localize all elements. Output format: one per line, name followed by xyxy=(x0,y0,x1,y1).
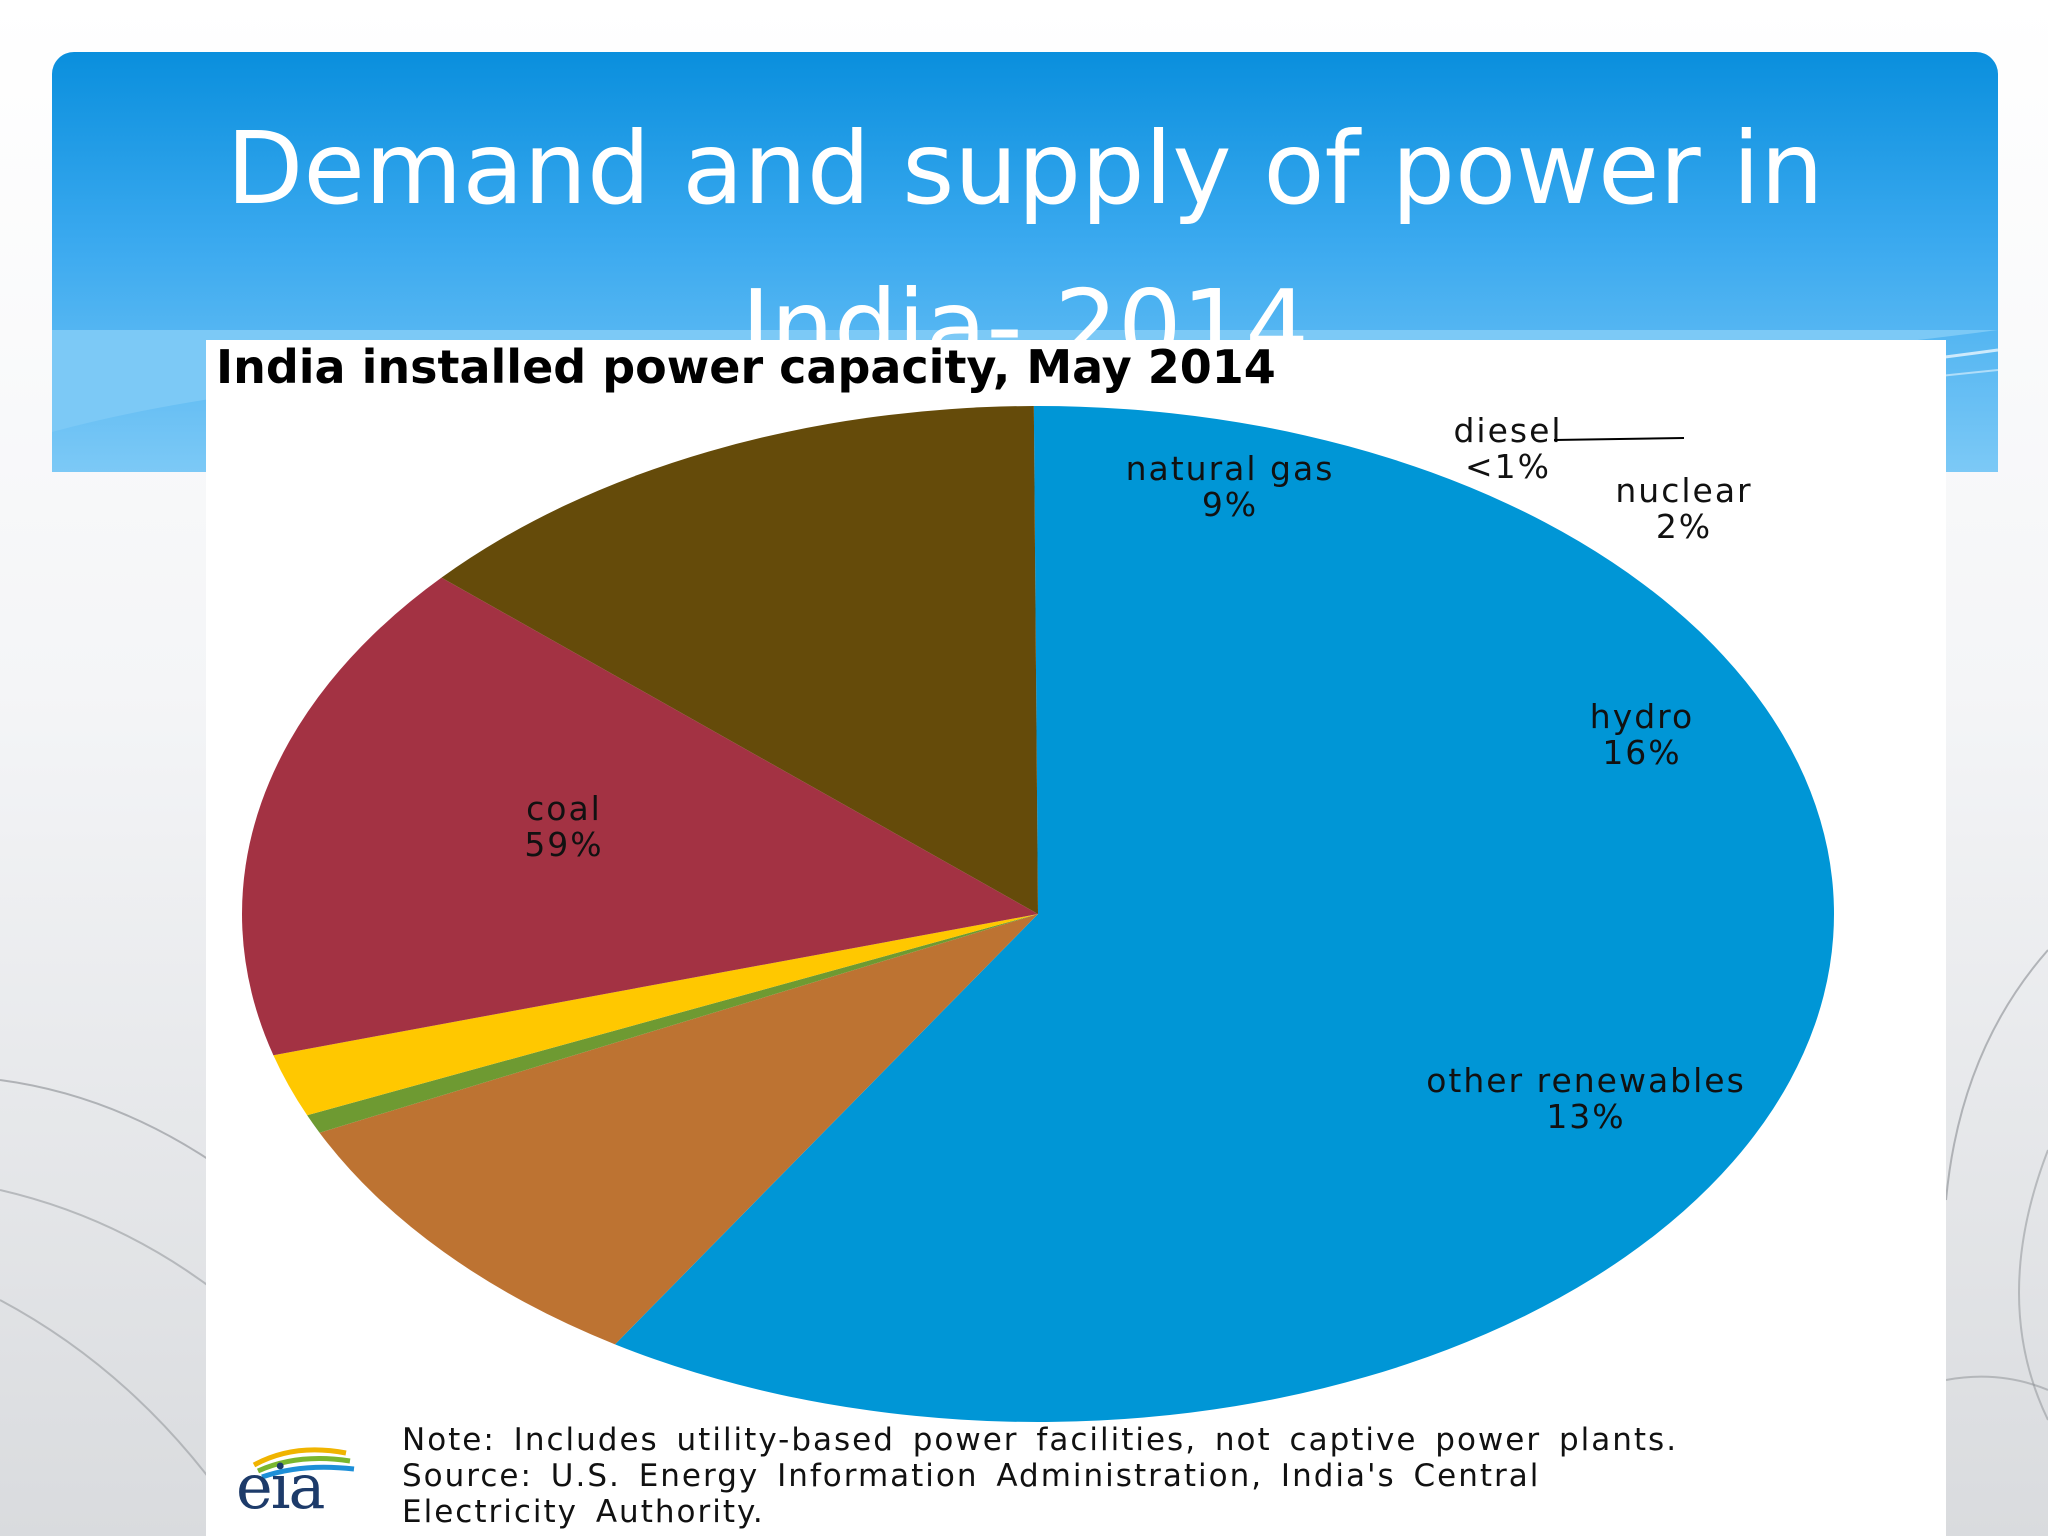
slice-label-value: 59% xyxy=(524,825,603,864)
slice-label-value: 16% xyxy=(1602,733,1681,772)
chart-note: Note: Includes utility-based power facil… xyxy=(402,1422,1942,1530)
slice-label-name: coal xyxy=(526,789,602,828)
chart-note-line: Note: Includes utility-based power facil… xyxy=(402,1422,1679,1458)
pie-slice-hydro xyxy=(241,577,1038,1056)
pie-slice-nuclear xyxy=(273,914,1038,1116)
slice-label-name: hydro xyxy=(1590,697,1694,736)
eia-logo-icon xyxy=(252,1447,355,1480)
pie-slice-coal xyxy=(615,406,1835,1423)
chart-title: India installed power capacity, May 2014 xyxy=(216,340,1276,394)
chart-panel: coal 59% natural gas 9% diesel <1% nuclear 2% hy… xyxy=(206,340,1946,1536)
pie-slice-diesel xyxy=(307,914,1038,1133)
slice-label-name: other renewables xyxy=(1426,1061,1746,1100)
slice-label-name: diesel xyxy=(1453,411,1562,450)
leader-line-nuclear xyxy=(1553,437,1685,441)
chart-note-line: Electricity Authority. xyxy=(402,1494,765,1530)
slice-label-name: natural gas xyxy=(1126,449,1335,488)
slice-label-name: nuclear xyxy=(1615,471,1752,510)
slide-title-line-1: Demand and supply of power in xyxy=(226,110,1824,227)
pie-slice-natural-gas xyxy=(319,914,1038,1345)
slice-label-value: 9% xyxy=(1202,485,1258,524)
pie-slice-other-renewables xyxy=(441,406,1039,914)
slice-label-value: 2% xyxy=(1656,507,1712,546)
slice-label-value: <1% xyxy=(1465,447,1551,486)
chart-note-line: Source: U.S. Energy Information Administ… xyxy=(402,1458,1541,1494)
slice-label-value: 13% xyxy=(1546,1097,1625,1136)
eia-logo-text: eia xyxy=(236,1450,325,1523)
